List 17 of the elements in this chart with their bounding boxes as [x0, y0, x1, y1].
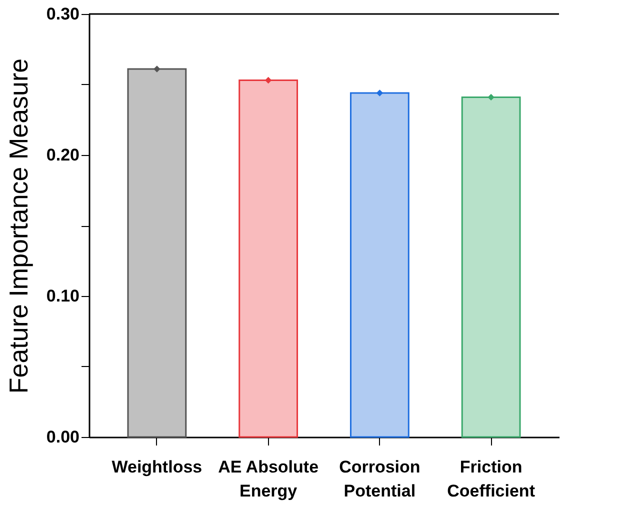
bar [127, 68, 187, 438]
x-tick-label: Corrosion Potential [339, 458, 420, 500]
bar [350, 92, 410, 438]
y-tick-label: 0.30 [46, 4, 80, 24]
x-tick-label: AE Absolute Energy [218, 458, 319, 500]
y-tick-label: 0.20 [46, 146, 80, 164]
point [488, 94, 494, 101]
y-tick-label: 0.10 [46, 286, 80, 306]
bar [238, 80, 298, 438]
x-tick-label: Weightloss [112, 458, 202, 476]
y-axis-title: Feature Importance Measure [3, 58, 34, 394]
point [264, 76, 272, 84]
x-tick-label: Friction Coefficient [447, 458, 536, 500]
point [154, 66, 160, 72]
point [376, 90, 384, 96]
y-tick-label: 0.00 [46, 428, 80, 446]
bar [461, 96, 521, 438]
